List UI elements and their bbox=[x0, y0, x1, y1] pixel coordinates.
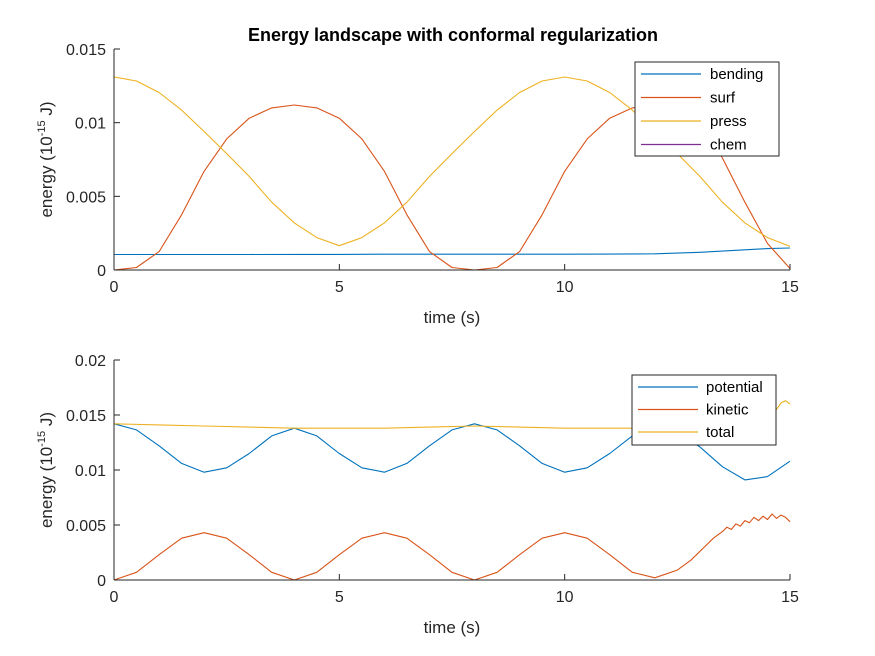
legend-label-total: total bbox=[706, 424, 734, 441]
legend-label-chem: chem bbox=[710, 137, 747, 154]
y-axis-label-unit: J) bbox=[37, 412, 56, 431]
y-axis-label-main: energy (10 bbox=[37, 447, 56, 528]
legend-label-surf: surf bbox=[710, 90, 736, 107]
top-axes: 0 5 10 15 0 0.005 0.01 0.015 time (s) energy (10-… bbox=[36, 42, 799, 327]
y-tick-label: 0.005 bbox=[66, 518, 106, 535]
y-tick-label: 0.01 bbox=[75, 463, 106, 480]
y-axis-label: energy (10-15 J) bbox=[36, 412, 56, 528]
legend-label-kinetic: kinetic bbox=[706, 402, 749, 419]
x-tick-label: 15 bbox=[781, 589, 799, 606]
y-axis-label-main: energy (10 bbox=[37, 136, 56, 217]
y-axis-label-superscript: -15 bbox=[36, 431, 48, 447]
x-tick-label: 15 bbox=[781, 279, 799, 296]
y-axis-label: energy (10-15 J) bbox=[36, 101, 56, 217]
series-line-bending bbox=[114, 247, 791, 256]
legend-label-press: press bbox=[710, 113, 747, 130]
chart-title: Energy landscape with conformal regulari… bbox=[248, 25, 658, 45]
x-tick-label: 10 bbox=[556, 589, 574, 606]
y-tick-label: 0.015 bbox=[66, 408, 106, 425]
x-tick-label: 10 bbox=[556, 279, 574, 296]
x-tick-label: 5 bbox=[335, 279, 344, 296]
legend-label-potential: potential bbox=[706, 379, 763, 396]
x-axis-label: time (s) bbox=[424, 308, 481, 327]
y-tick-label: 0 bbox=[97, 573, 106, 590]
x-tick-label: 0 bbox=[110, 589, 119, 606]
series-line-kinetic bbox=[113, 513, 791, 581]
y-tick-label: 0.015 bbox=[66, 42, 106, 59]
y-tick-label: 0.01 bbox=[75, 116, 106, 133]
legend-label-bending: bending bbox=[710, 66, 763, 83]
y-axis-label-unit: J) bbox=[37, 101, 56, 120]
y-tick-label: 0.02 bbox=[75, 353, 106, 370]
legend-box bbox=[634, 61, 780, 157]
y-axis-label-superscript: -15 bbox=[36, 120, 48, 136]
y-tick-label: 0.005 bbox=[66, 189, 106, 206]
bottom-axes: 0 5 10 15 0 0.005 0.01 0.015 0.02 time (s) energy … bbox=[36, 353, 799, 637]
y-tick-label: 0 bbox=[97, 263, 106, 280]
x-tick-label: 0 bbox=[110, 279, 119, 296]
x-tick-label: 5 bbox=[335, 589, 344, 606]
x-axis-label: time (s) bbox=[424, 618, 481, 637]
